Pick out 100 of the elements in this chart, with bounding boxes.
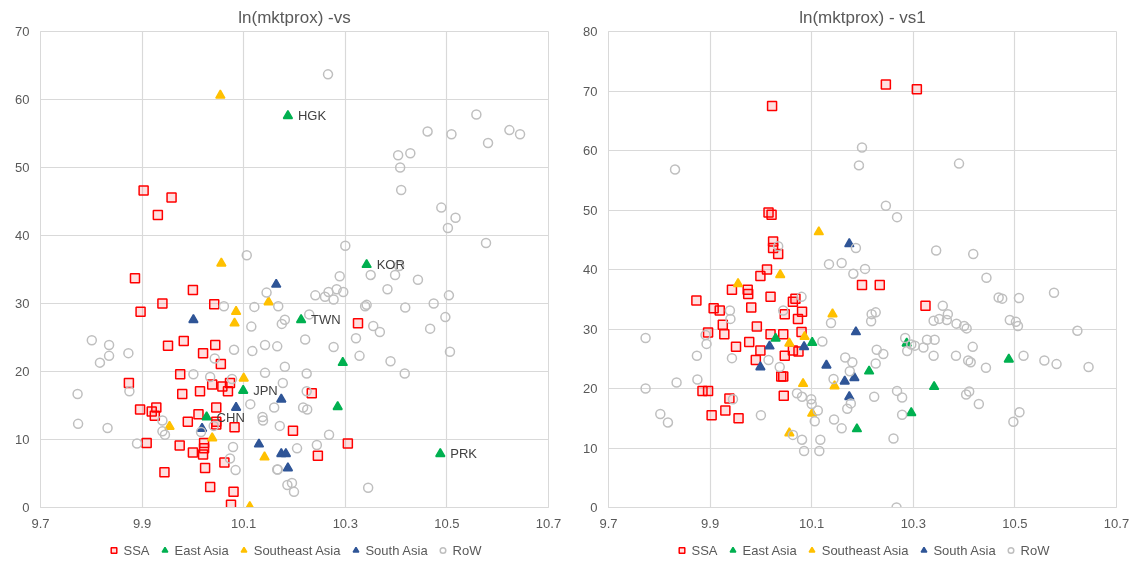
point xyxy=(215,89,226,99)
point xyxy=(188,313,199,324)
y-tick-label: 50 xyxy=(15,160,30,175)
point xyxy=(770,332,781,342)
point xyxy=(149,410,161,421)
point xyxy=(253,438,265,448)
legend-label: South Asia xyxy=(933,542,996,558)
point xyxy=(187,284,199,296)
point xyxy=(141,437,152,449)
y-tick-label: 20 xyxy=(583,381,598,396)
y-tick-label: 70 xyxy=(583,83,598,99)
y-tick-label: 50 xyxy=(583,202,598,218)
point xyxy=(911,83,923,95)
legend-label: Southeast Asia xyxy=(821,542,909,558)
y-tick-label: 30 xyxy=(583,321,598,337)
point xyxy=(719,329,730,340)
point xyxy=(176,388,188,400)
annotation: PRK xyxy=(450,446,478,462)
point xyxy=(850,326,862,336)
point xyxy=(138,185,149,196)
annotation: KOR xyxy=(376,257,405,273)
x-tick-label: 10.5 xyxy=(434,515,460,531)
point xyxy=(159,466,170,478)
point xyxy=(730,341,742,353)
point xyxy=(174,368,186,380)
point xyxy=(880,79,892,90)
point xyxy=(766,100,778,112)
legend-label: East Asia xyxy=(742,542,797,558)
point xyxy=(237,384,249,394)
point xyxy=(182,416,194,428)
point xyxy=(228,486,239,498)
point xyxy=(732,277,744,288)
point xyxy=(746,302,757,313)
point xyxy=(282,462,294,472)
point xyxy=(352,317,364,329)
point xyxy=(332,400,343,411)
y-tick-label: 60 xyxy=(583,143,598,158)
point xyxy=(210,339,221,351)
y-tick-label: 0 xyxy=(590,500,598,515)
point xyxy=(755,345,766,356)
point xyxy=(134,404,146,415)
x-tick-label: 9.7 xyxy=(31,515,50,531)
x-tick-label: 10.3 xyxy=(332,515,358,531)
point xyxy=(742,288,754,300)
point xyxy=(229,317,240,327)
point xyxy=(726,284,738,295)
point xyxy=(216,257,227,267)
point xyxy=(733,413,744,424)
point xyxy=(851,423,863,433)
x-tick-label: 9.9 xyxy=(133,515,152,531)
y-tick-label: 40 xyxy=(15,228,30,243)
point xyxy=(863,365,875,375)
point xyxy=(280,447,292,458)
point xyxy=(201,411,212,421)
point xyxy=(259,451,270,461)
point xyxy=(157,298,168,309)
y-tick-label: 30 xyxy=(15,296,30,311)
x-tick-label: 10.1 xyxy=(231,515,257,531)
point xyxy=(208,298,220,310)
point xyxy=(135,306,146,317)
point xyxy=(799,330,810,341)
point xyxy=(312,450,324,462)
point xyxy=(230,401,242,411)
legend-label: SSA xyxy=(691,542,718,558)
point xyxy=(792,313,804,325)
point xyxy=(821,359,832,369)
point xyxy=(152,209,164,221)
point xyxy=(199,462,211,474)
point xyxy=(806,336,818,347)
point xyxy=(219,457,230,468)
point xyxy=(751,321,763,332)
point xyxy=(765,291,776,303)
point xyxy=(162,340,174,351)
point xyxy=(755,361,766,371)
point xyxy=(778,329,789,340)
point xyxy=(270,278,282,288)
y-tick-label: 80 xyxy=(583,24,598,39)
point xyxy=(197,347,209,359)
point xyxy=(187,447,199,458)
y-tick-label: 10 xyxy=(15,432,30,447)
point xyxy=(778,390,790,401)
y-tick-label: 20 xyxy=(15,364,30,379)
point xyxy=(774,268,786,279)
legend-label: East Asia xyxy=(174,542,229,558)
point xyxy=(1003,353,1015,363)
point xyxy=(194,385,206,397)
point xyxy=(755,270,766,282)
point xyxy=(691,295,702,306)
point xyxy=(129,273,141,284)
point xyxy=(197,449,209,460)
point xyxy=(174,440,185,451)
point xyxy=(229,422,240,433)
point xyxy=(813,226,825,236)
point xyxy=(702,385,714,397)
point xyxy=(164,420,175,430)
point xyxy=(206,432,218,442)
x-tick-label: 9.7 xyxy=(599,515,618,531)
x-tick-label: 10.7 xyxy=(535,515,562,531)
point xyxy=(920,300,931,312)
point xyxy=(276,393,287,403)
